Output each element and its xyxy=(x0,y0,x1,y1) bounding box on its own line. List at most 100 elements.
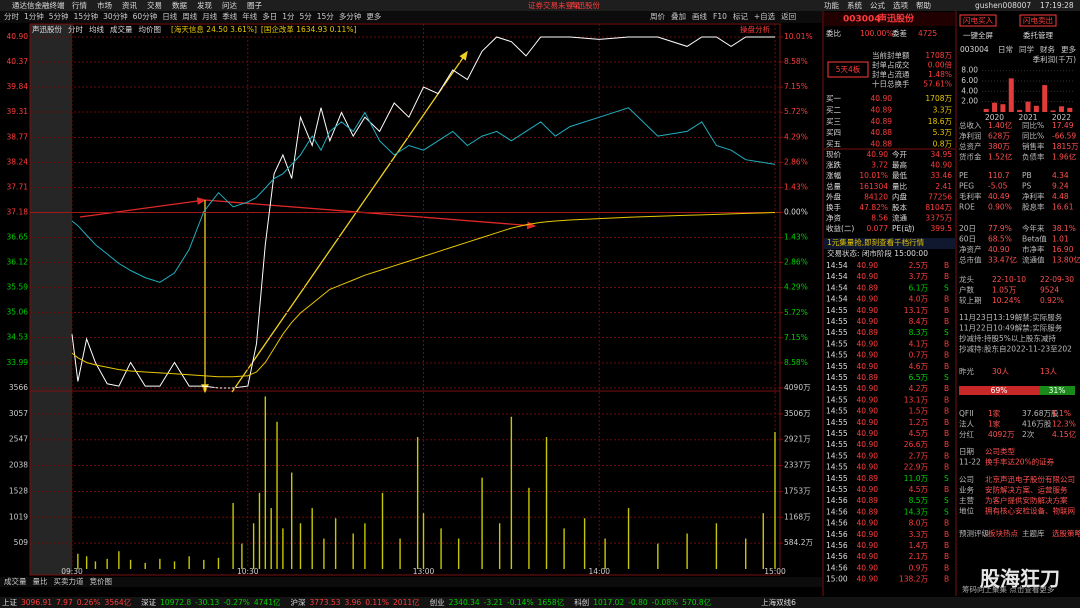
toolbar-action[interactable]: +自选 xyxy=(754,11,776,21)
trade-price: 40.90 xyxy=(857,440,879,449)
period-tab[interactable]: 月线 xyxy=(202,11,217,21)
toolbar-action[interactable]: 画线 xyxy=(692,11,707,21)
f10-cell: -66.59 xyxy=(1052,132,1076,141)
y2-tick-label: 10.01% xyxy=(784,32,813,41)
menu-item[interactable]: 功能 xyxy=(824,0,839,10)
chart-tab[interactable]: 买卖力道 xyxy=(54,576,84,586)
period-tab[interactable]: 分时 xyxy=(4,11,19,21)
period-tab[interactable]: 15分钟 xyxy=(74,11,99,21)
trade-price: 40.90 xyxy=(857,362,879,371)
menu-item[interactable]: 公式 xyxy=(870,0,885,10)
f10-tab[interactable]: 更多 xyxy=(1061,44,1077,54)
trade-volume: 6.1万 xyxy=(909,283,929,292)
period-tab[interactable]: 多日 xyxy=(262,11,277,21)
trade-side: B xyxy=(944,519,949,528)
trade-price: 40.90 xyxy=(857,541,879,550)
y2-tick-label: 5.72% xyxy=(784,107,808,116)
f10-button[interactable]: 闪电卖出 xyxy=(1023,15,1053,25)
f10-tab[interactable]: 日常 xyxy=(998,45,1013,54)
menu-item[interactable]: 市场 xyxy=(97,0,112,10)
period-tab[interactable]: 1分钟 xyxy=(24,11,44,21)
y2-tick-label: 8.58% xyxy=(784,358,808,367)
book-label: 买五 xyxy=(826,140,841,149)
trade-time: 14:55 xyxy=(826,418,848,427)
y2-tick-label: 4.29% xyxy=(784,283,808,292)
f10-button[interactable]: 委托管理 xyxy=(1023,30,1053,40)
volume-bar xyxy=(545,437,548,569)
stat-value: 84120 xyxy=(864,192,888,201)
chart-tab[interactable]: 成交量 xyxy=(4,576,27,586)
menu-item[interactable]: 圈子 xyxy=(247,1,262,10)
period-tab[interactable]: 5分钟 xyxy=(49,11,69,21)
period-tab[interactable]: 多分钟 xyxy=(339,11,362,21)
menu-item[interactable]: 交易 xyxy=(147,0,162,10)
y-tick-label: 40.90 xyxy=(7,32,29,41)
f10-cell: 1.40亿 xyxy=(988,120,1013,130)
f10-cell: 选股策略 xyxy=(1052,528,1080,538)
y2-tick-label: 2.86% xyxy=(784,157,808,166)
period-tab[interactable]: 1分 xyxy=(282,12,295,21)
period-tab[interactable]: 日线 xyxy=(162,11,177,21)
period-tab[interactable]: 更多 xyxy=(366,11,381,21)
period-tab[interactable]: 15分 xyxy=(317,12,335,21)
ratio-label: 31% xyxy=(1049,386,1066,395)
toolbar-action[interactable]: 返回 xyxy=(781,12,796,21)
toolbar-action[interactable]: F10 xyxy=(713,12,727,21)
menu-item[interactable]: 选项 xyxy=(893,0,908,10)
trade-volume: 4.1万 xyxy=(909,339,929,348)
chart-header-item: 分时 xyxy=(68,24,83,34)
f10-cell: 预测评级 xyxy=(959,528,989,538)
info-value: 1.48% xyxy=(928,70,952,79)
trade-volume: 14.3万 xyxy=(904,507,929,516)
y-tick-label: 38.77 xyxy=(7,132,29,141)
period-tab[interactable]: 季线 xyxy=(222,11,237,21)
toolbar-action[interactable]: 标记 xyxy=(733,11,748,21)
chart-tab[interactable]: 量比 xyxy=(33,576,48,586)
menu-item[interactable]: 行情 xyxy=(72,0,87,10)
menu-item[interactable]: 系统 xyxy=(847,0,862,10)
f10-button[interactable]: 闪电买入 xyxy=(963,15,993,25)
menu-item[interactable]: 资讯 xyxy=(122,0,137,10)
f10-button[interactable]: 一键全屏 xyxy=(963,30,993,40)
f10-tab[interactable]: 财务 xyxy=(1040,44,1056,54)
f10-tab[interactable]: 同学 xyxy=(1019,44,1035,54)
menu-item[interactable]: 数据 xyxy=(172,0,187,10)
y-tick-label: 37.18 xyxy=(7,208,29,217)
period-tab[interactable]: 5分 xyxy=(299,12,312,21)
f10-cell: 628万 xyxy=(988,132,1010,141)
button-box[interactable] xyxy=(959,14,997,27)
volume-bar xyxy=(299,523,302,569)
period-tab[interactable]: 60分钟 xyxy=(133,11,158,21)
y-tick-label: 36.65 xyxy=(7,233,29,242)
chart-header-right[interactable]: 操盘分析 xyxy=(740,24,770,34)
toolbar-action[interactable]: 周价 xyxy=(650,12,665,21)
trade-time: 14:55 xyxy=(826,328,848,337)
index-value: 2340.34 xyxy=(449,598,480,607)
trade-volume: 4.5万 xyxy=(909,429,929,438)
volume-bar xyxy=(217,557,220,569)
y-tick-label: 3566 xyxy=(9,383,28,392)
f10-cell: 37.68万股 xyxy=(1022,409,1059,418)
index-value: 7.97 xyxy=(56,598,73,607)
chart-tab[interactable]: 竞价图 xyxy=(90,576,113,586)
f10-cell: QFII xyxy=(959,409,974,418)
banner[interactable]: 1元集量抢,即刻查看千档行情 xyxy=(827,237,925,247)
menu-item[interactable]: 问达 xyxy=(222,0,237,10)
chart-header-item: 均价图 xyxy=(139,24,162,34)
annotation-arrows xyxy=(79,50,537,394)
stat-label: PE(动) xyxy=(892,223,915,233)
period-tab[interactable]: 30分钟 xyxy=(103,11,128,21)
f10-cell: 货币金 xyxy=(959,152,982,162)
button-box[interactable] xyxy=(1019,14,1057,27)
toolbar-action[interactable]: 叠加 xyxy=(671,11,686,21)
x-tick-label: 14:00 xyxy=(588,567,610,576)
period-tab[interactable]: 周线 xyxy=(182,11,197,21)
period-tab[interactable]: 年线 xyxy=(242,11,257,21)
menu-item[interactable]: 发现 xyxy=(197,0,212,10)
f10-cell: 同比% xyxy=(1022,120,1044,130)
trade-side: B xyxy=(944,384,949,393)
info-value: 0.00倍 xyxy=(928,60,953,70)
trade-price: 40.90 xyxy=(857,418,879,427)
index-value: 2011亿 xyxy=(393,597,420,607)
menu-item[interactable]: 帮助 xyxy=(916,0,931,10)
